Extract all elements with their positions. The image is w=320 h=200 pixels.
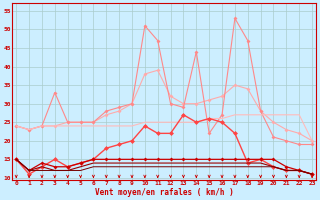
X-axis label: Vent moyen/en rafales ( km/h ): Vent moyen/en rafales ( km/h ): [95, 188, 234, 197]
